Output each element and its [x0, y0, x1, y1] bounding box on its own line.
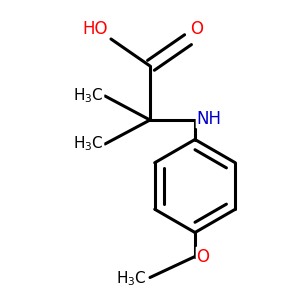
Text: H$_3$C: H$_3$C [73, 87, 103, 105]
Text: HO: HO [82, 20, 108, 38]
Text: O: O [196, 248, 209, 266]
Text: NH: NH [196, 110, 221, 128]
Text: O: O [190, 20, 203, 38]
Text: H$_3$C: H$_3$C [116, 270, 147, 288]
Text: H$_3$C: H$_3$C [73, 135, 103, 153]
